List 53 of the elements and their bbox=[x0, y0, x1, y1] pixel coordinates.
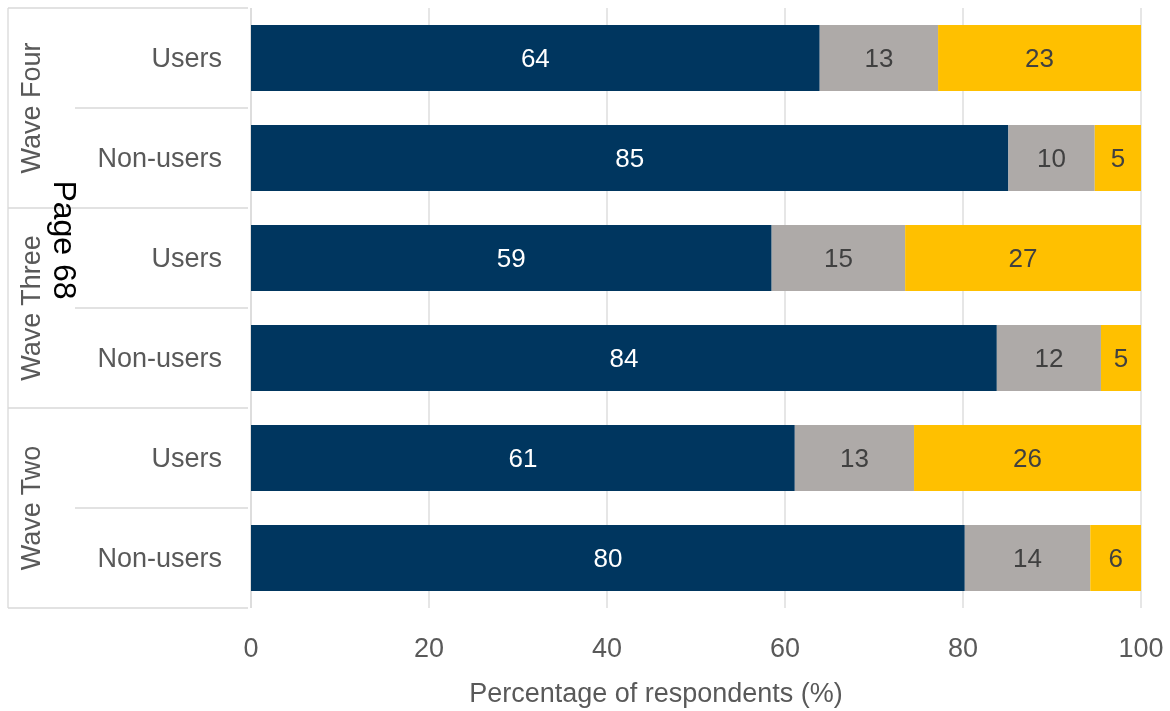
bar bbox=[819, 25, 939, 91]
bar bbox=[996, 325, 1101, 391]
y-tick-label: Non-users bbox=[97, 143, 222, 174]
data-label: 13 bbox=[864, 43, 894, 74]
y-tick-label: Non-users bbox=[97, 343, 222, 374]
data-label: 15 bbox=[823, 243, 853, 274]
bar bbox=[1008, 125, 1095, 191]
bar bbox=[251, 125, 1009, 191]
data-label: 6 bbox=[1108, 543, 1123, 574]
bar bbox=[794, 425, 915, 491]
y-tick-label: Users bbox=[151, 443, 222, 474]
text: Wave Three bbox=[16, 235, 46, 381]
bar bbox=[964, 525, 1091, 591]
data-label: 5 bbox=[1110, 143, 1126, 174]
bar bbox=[938, 25, 1141, 91]
bar bbox=[251, 325, 997, 391]
x-tick-label: 40 bbox=[591, 633, 623, 663]
x-tick-label: 80 bbox=[947, 633, 979, 663]
text: Page 68 bbox=[47, 180, 83, 300]
data-label: 12 bbox=[1034, 343, 1064, 374]
x-tick-label: 0 bbox=[243, 633, 259, 663]
text: Wave Four bbox=[16, 42, 46, 174]
bar bbox=[771, 225, 906, 291]
x-axis-title: Percentage of respondents (%) bbox=[469, 678, 843, 708]
bar bbox=[251, 25, 820, 91]
data-label: 80 bbox=[593, 543, 623, 574]
data-label: 59 bbox=[496, 243, 526, 274]
data-label: 85 bbox=[615, 143, 645, 174]
x-tick-label: 100 bbox=[1118, 633, 1164, 663]
y-tick-label: Users bbox=[151, 243, 222, 274]
x-tick-label: 20 bbox=[413, 633, 445, 663]
bar bbox=[1090, 525, 1141, 591]
data-label: 14 bbox=[1013, 543, 1042, 574]
data-label: 26 bbox=[1013, 443, 1042, 474]
data-label: 10 bbox=[1037, 143, 1067, 174]
y-tick-label: Users bbox=[151, 43, 222, 74]
x-tick-label: 60 bbox=[769, 633, 801, 663]
bar bbox=[914, 425, 1141, 491]
bar bbox=[251, 525, 965, 591]
data-label: 5 bbox=[1113, 343, 1129, 374]
bar bbox=[1100, 325, 1141, 391]
data-label: 84 bbox=[609, 343, 639, 374]
data-label: 13 bbox=[839, 443, 869, 474]
bar bbox=[251, 425, 795, 491]
y-tick-label: Non-users bbox=[97, 543, 222, 574]
bar bbox=[1094, 125, 1141, 191]
bar bbox=[251, 225, 772, 291]
data-label: 23 bbox=[1025, 43, 1054, 74]
text: Wave Two bbox=[16, 445, 46, 571]
data-label: 27 bbox=[1008, 243, 1038, 274]
data-label: 61 bbox=[508, 443, 538, 474]
bar bbox=[905, 225, 1141, 291]
data-label: 64 bbox=[520, 43, 550, 74]
